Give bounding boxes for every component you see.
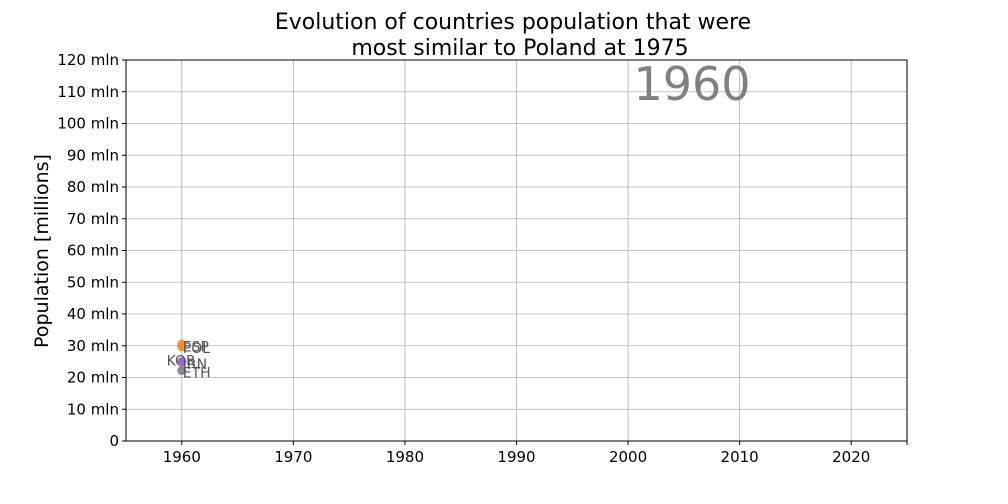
y-tick-label: 50 mln — [67, 273, 119, 291]
y-axis-ticks: 0 10 mln 20 mln 30 mln 40 mln 50 mln 60 mln 70 … — [57, 51, 126, 450]
data-points: POLESPKORIRNETH — [167, 339, 211, 381]
x-tick-label: 1960 — [163, 448, 201, 466]
x-tick-label: 2000 — [609, 448, 647, 466]
year-label: 1960 — [633, 57, 750, 111]
y-axis-label: Population [millions] — [31, 154, 53, 348]
data-point-irn — [177, 357, 187, 367]
x-tick-label: 1970 — [274, 448, 312, 466]
data-point-label-eth: ETH — [183, 365, 211, 381]
x-tick-label: 2020 — [832, 448, 870, 466]
y-tick-label: 80 mln — [67, 178, 119, 196]
y-tick-label: 70 mln — [67, 210, 119, 228]
y-tick-label: 30 mln — [67, 337, 119, 355]
data-point-label-esp: ESP — [183, 339, 209, 355]
chart-title-line-2: most similar to Poland at 1975 — [351, 36, 688, 61]
chart-title-line-1: Evolution of countries population that w… — [275, 10, 751, 35]
x-tick-label: 1990 — [497, 448, 535, 466]
x-axis-ticks: 1960 1970 1980 1990 2000 2010 2020 — [163, 441, 908, 466]
y-tick-label: 100 mln — [57, 115, 119, 133]
y-tick-label: 120 mln — [57, 51, 119, 69]
grid-lines — [126, 59, 907, 442]
y-tick-label: 90 mln — [67, 146, 119, 164]
x-tick-label: 1980 — [386, 448, 424, 466]
data-point-esp — [177, 339, 187, 349]
x-tick-label: 2010 — [721, 448, 759, 466]
y-tick-label: 110 mln — [57, 83, 119, 101]
y-tick-label: 10 mln — [67, 400, 119, 418]
y-tick-label: 20 mln — [67, 369, 119, 387]
data-point-label-irn: IRN — [183, 357, 207, 373]
y-tick-label: 60 mln — [67, 242, 119, 260]
y-tick-label: 40 mln — [67, 305, 119, 323]
data-point-label-pol: POL — [183, 341, 210, 357]
y-tick-label: 0 — [109, 432, 119, 450]
data-point-eth — [177, 366, 187, 376]
